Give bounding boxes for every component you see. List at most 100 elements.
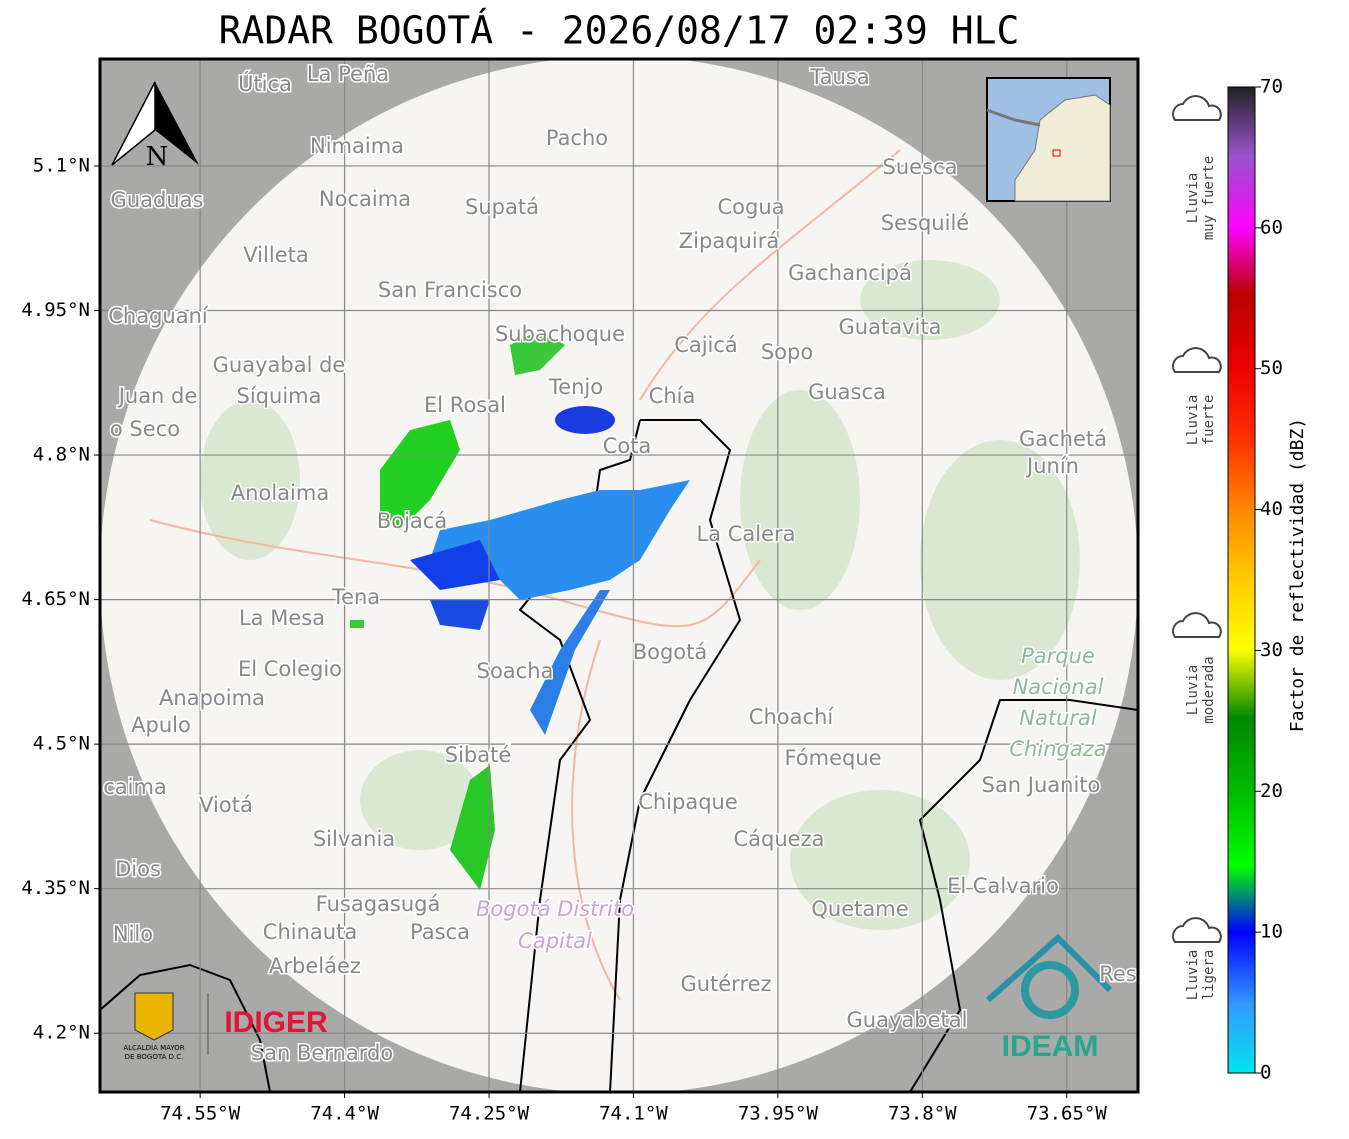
rain-label: Lluvia [1185,665,1201,716]
place-label: Bogotá [633,640,708,664]
x-tick-label: 74.25°W [449,1103,530,1125]
district-label: Capital [518,929,592,953]
place-label: caima [103,775,167,799]
place-label: Zipaquirá [679,229,779,253]
place-label: Anapoima [159,686,265,710]
title: RADAR BOGOTÁ - 2026/08/17 02:39 HLC [219,9,1020,53]
place-label: Arbeláez [269,954,361,978]
y-tick-label: 5.1°N [33,154,90,176]
north-arrow: N [111,81,199,172]
place-label: Tena [331,585,380,609]
place-label: Guatavita [839,315,942,339]
rain-category: Lluvia muy fuerte [1172,95,1222,240]
colorbar-tick-label: 0 [1260,1062,1271,1084]
place-label: Gachetá [1019,427,1107,451]
park-label: Natural [1019,706,1097,730]
park-label: Chingaza [1009,737,1106,761]
ideam-text: IDEAM [1002,1030,1099,1063]
place-label: El Colegio [238,657,342,681]
cloud-icon [1172,917,1222,943]
colorbar [1227,86,1256,1074]
rain-category: Lluvia moderada [1172,612,1222,724]
place-label: La Peña [307,62,389,86]
cloud-icon [1172,95,1222,121]
place-label: Anolaima [231,481,329,505]
district-label: Bogotá Distrito [476,897,634,921]
y-tick-label: 4.8°N [33,444,90,466]
y-tick-label: 4.2°N [33,1022,90,1044]
place-label: Cogua [717,195,784,219]
place-label: Fómeque [784,746,881,770]
place-label: La Mesa [239,606,325,630]
place-label: Choachí [749,705,835,729]
place-label: Guayabetal [847,1008,968,1032]
colorbar-tick-label: 70 [1260,76,1283,98]
park-label: Parque [1021,644,1095,668]
logo-text: DE BOGOTÁ D.C. [125,1052,184,1061]
rain-label: fuerte [1201,395,1217,446]
place-label: Dios [115,857,161,881]
inset-map [986,77,1111,202]
place-label: San Francisco [378,278,522,302]
place-label: o Seco [110,417,180,441]
colorbar-tick-label: 30 [1260,639,1283,661]
place-label: Cota [603,434,652,458]
x-tick-label: 74.4°W [310,1103,379,1125]
place-label: San Juanito [982,773,1101,797]
logo-text: ALCALDÍA MAYOR [123,1043,184,1052]
ideam-logo: IDEAM [986,933,1113,1063]
colorbar-label: Factor de reflectividad (dBZ) [1287,418,1308,732]
colorbar-tick-label: 60 [1260,216,1283,238]
x-tick-label: 74.55°W [160,1103,241,1125]
park-label: Nacional [1013,675,1104,699]
place-label: Nocaima [319,187,411,211]
rain-label: Lluvia [1185,395,1201,446]
x-tick-label: 74.1°W [599,1103,668,1125]
cloud-icon [1172,347,1222,373]
rain-label: moderada [1201,656,1217,723]
place-label: El Calvario [947,874,1059,898]
place-label: Villeta [243,243,308,267]
place-label: Subachoque [495,322,625,346]
rain-category: Lluvia ligera [1172,917,1222,1001]
place-label: Tausa [809,65,869,89]
place-label: Chipaque [638,790,738,814]
place-label: Viotá [199,793,253,817]
place-label: Suesca [883,155,958,179]
radar-echoes [350,330,690,890]
rain-label: Lluvia [1185,950,1201,1001]
place-label: Gachancipá [788,261,912,285]
place-label: Útica [238,71,292,96]
colorbar-tick-label: 50 [1260,357,1283,379]
place-label: Sesquilé [881,211,969,235]
map-frame [98,57,1140,1094]
place-label: Fusagasugá [316,892,441,916]
place-label: Supatá [465,195,539,219]
place-label: Pasca [410,920,470,944]
rain-label: muy fuerte [1201,156,1217,240]
place-label: Apulo [131,713,191,737]
rain-category: Lluvia fuerte [1172,347,1222,446]
colorbar-tick-label: 40 [1260,498,1283,520]
colorbar-tick-label: 10 [1260,921,1283,943]
place-label: Nimaima [310,134,404,158]
place-label: La Calera [696,522,795,546]
place-label: Res [1099,962,1137,986]
y-tick-label: 4.5°N [33,733,90,755]
y-tick-label: 4.95°N [21,299,90,321]
place-label: Cáqueza [734,827,825,851]
place-label: Tenjo [548,375,603,399]
place-label: Soacha [477,659,554,683]
place-label: Guasca [808,380,886,404]
place-label: Nilo [113,922,153,946]
place-label: Bojacá [377,509,447,533]
map: N ALCALDÍA MAYOR DE BOGOTÁ D.C. IDIGER I… [100,59,1138,1092]
place-label: Juan de [117,384,198,408]
place-label: Sibaté [445,743,512,767]
idiger-logo: IDIGER [224,1006,328,1039]
place-label: Chinauta [263,920,357,944]
x-tick-label: 73.65°W [1027,1103,1108,1125]
cloud-icon [1172,612,1222,638]
place-label: Cajicá [674,333,738,357]
rain-label: ligera [1201,950,1217,1001]
